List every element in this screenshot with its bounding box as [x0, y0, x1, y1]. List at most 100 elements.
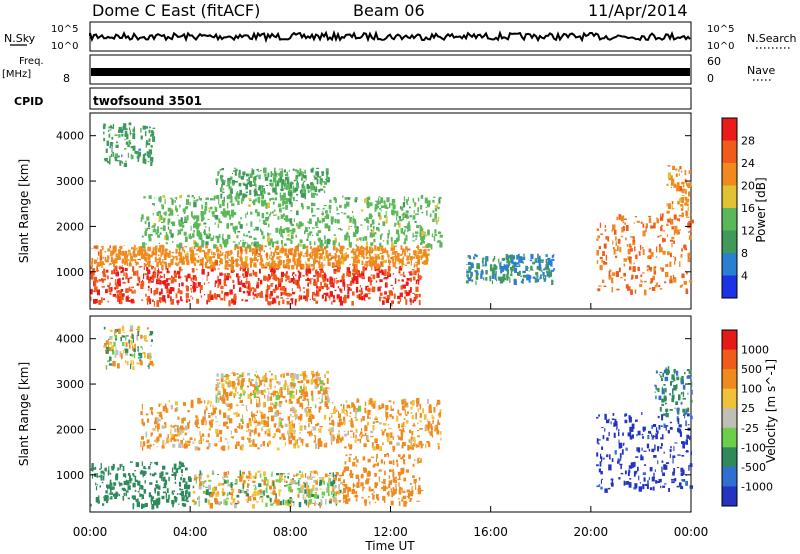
power-cell [304, 253, 307, 255]
velocity-cell [236, 480, 238, 485]
power-cell [394, 222, 397, 226]
velocity-cell [249, 444, 253, 447]
power-cell [353, 220, 355, 223]
power-cell [352, 278, 354, 280]
power-cell [370, 280, 373, 282]
power-cell [537, 265, 539, 269]
power-cell [114, 268, 116, 275]
power-cell [152, 229, 157, 233]
power-cell [280, 195, 284, 201]
velocity-cell [346, 404, 350, 409]
power-cell [621, 235, 624, 238]
power-cell [206, 299, 208, 305]
velocity-cell [306, 406, 310, 409]
velocity-cell [349, 419, 351, 422]
power-cell [370, 242, 374, 246]
velocity-cell [358, 478, 360, 485]
power-cell [348, 241, 352, 247]
velocity-cell [334, 498, 338, 504]
velocity-cell [280, 374, 282, 378]
power-cell [402, 214, 406, 217]
power-cell [616, 216, 619, 221]
velocity-cell [192, 499, 195, 503]
power-cell [332, 263, 335, 267]
velocity-cell [265, 372, 267, 378]
velocity-cell [355, 434, 357, 439]
power-cell [284, 250, 287, 256]
power-cell [430, 243, 433, 250]
velocity-cell [306, 488, 308, 495]
power-cell [248, 230, 251, 233]
velocity-cell [106, 484, 108, 488]
velocity-cell [193, 502, 195, 506]
velocity-cell [335, 492, 337, 497]
velocity-cell [99, 485, 102, 488]
velocity-cell [240, 385, 244, 390]
velocity-cell [241, 471, 245, 475]
power-cell [425, 206, 428, 208]
power-cell [405, 299, 408, 305]
power-cell [147, 254, 151, 261]
velocity-cell [217, 473, 219, 476]
power-cell [138, 246, 141, 251]
power-cell [280, 188, 284, 192]
velocity-cell [298, 478, 301, 480]
velocity-cell [384, 486, 388, 490]
velocity-cell [162, 476, 166, 482]
velocity-cell [96, 473, 98, 478]
velocity-cell [221, 396, 224, 402]
velocity-cell [216, 379, 220, 381]
velocity-cell [296, 398, 300, 404]
velocity-cell [304, 393, 306, 399]
power-cell [528, 270, 530, 272]
power-cell [412, 215, 416, 220]
velocity-cell [217, 397, 220, 403]
power-cell [512, 255, 515, 260]
velocity-cell [427, 398, 429, 404]
power-cell [305, 279, 308, 281]
power-cell [678, 169, 680, 172]
power-cell [252, 176, 256, 183]
power-cell [339, 260, 342, 265]
power-cell [144, 243, 147, 245]
power-cell [289, 195, 293, 199]
power-cell [280, 297, 284, 299]
power-cell [239, 192, 241, 196]
power-cell [434, 229, 437, 234]
power-cell [333, 268, 337, 272]
power-cell [603, 261, 606, 265]
power-cell [402, 217, 404, 221]
velocity-cell [411, 447, 414, 451]
velocity-cell [234, 382, 236, 386]
power-cell [297, 187, 299, 189]
power-cell [185, 277, 188, 282]
power-cell [624, 279, 626, 281]
velocity-cell [261, 414, 265, 419]
velocity-cell [300, 413, 303, 420]
velocity-cell [359, 438, 362, 444]
power-cell [439, 234, 443, 238]
power-cell [537, 257, 540, 263]
power-cell [200, 295, 203, 298]
velocity-cell [329, 416, 331, 421]
velocity-cell [189, 420, 191, 424]
power-cell [296, 185, 300, 188]
power-cell [93, 245, 97, 249]
velocity-cell [142, 422, 145, 426]
power-cell [222, 241, 226, 244]
power-cell [633, 262, 635, 265]
velocity-cell [196, 416, 199, 422]
power-cell [248, 235, 252, 239]
velocity-cell [412, 463, 415, 467]
power-cell [326, 173, 328, 179]
power-cell [157, 234, 161, 238]
power-cell [190, 225, 192, 231]
power-cell [143, 254, 146, 259]
power-cell [324, 182, 327, 185]
velocity-cell [219, 429, 223, 435]
power-cell [243, 261, 247, 266]
velocity-cell [330, 412, 334, 415]
power-cell [187, 194, 190, 198]
power-cell [483, 277, 485, 281]
velocity-cell [278, 491, 281, 497]
